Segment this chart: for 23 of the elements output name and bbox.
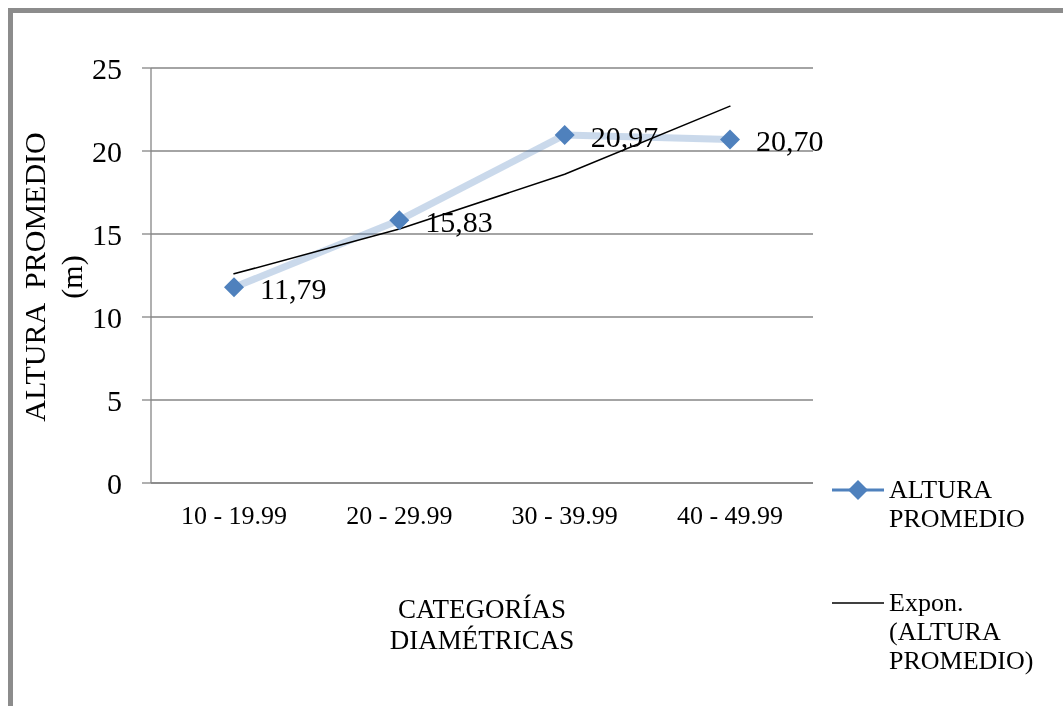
data-label: 20,97 [590, 119, 659, 153]
x-tick-label: 30 - 39.99 [511, 501, 618, 531]
legend-label: ALTURA PROMEDIO [889, 475, 1026, 533]
y-tick-label: 15 [92, 217, 122, 251]
point [389, 210, 410, 231]
y-tick-label: 5 [107, 383, 122, 417]
data-label: 11,79 [260, 272, 327, 306]
y-tick-label: 20 [92, 134, 122, 168]
y-tick-label: 0 [107, 466, 122, 500]
point [224, 277, 244, 298]
y-tick-label: 10 [92, 300, 122, 334]
x-axis-title: CATEGORÍAS DIAMÉTRICAS [388, 594, 576, 656]
point [554, 124, 575, 145]
x-tick-label: 40 - 49.99 [676, 501, 784, 531]
legend-label: Expon. (ALTURA PROMEDIO) [889, 588, 1035, 675]
data-label: 15,83 [425, 205, 493, 239]
y-tick-label: 25 [92, 51, 122, 85]
y-axis-title: ALTURA PROMEDIO (m) [17, 131, 89, 424]
x-tick-label: 10 - 19.99 [180, 501, 288, 531]
point [720, 129, 740, 150]
line-series [233, 105, 731, 275]
data-label: 20,70 [756, 124, 824, 158]
x-tick-label: 20 - 29.99 [346, 501, 453, 531]
